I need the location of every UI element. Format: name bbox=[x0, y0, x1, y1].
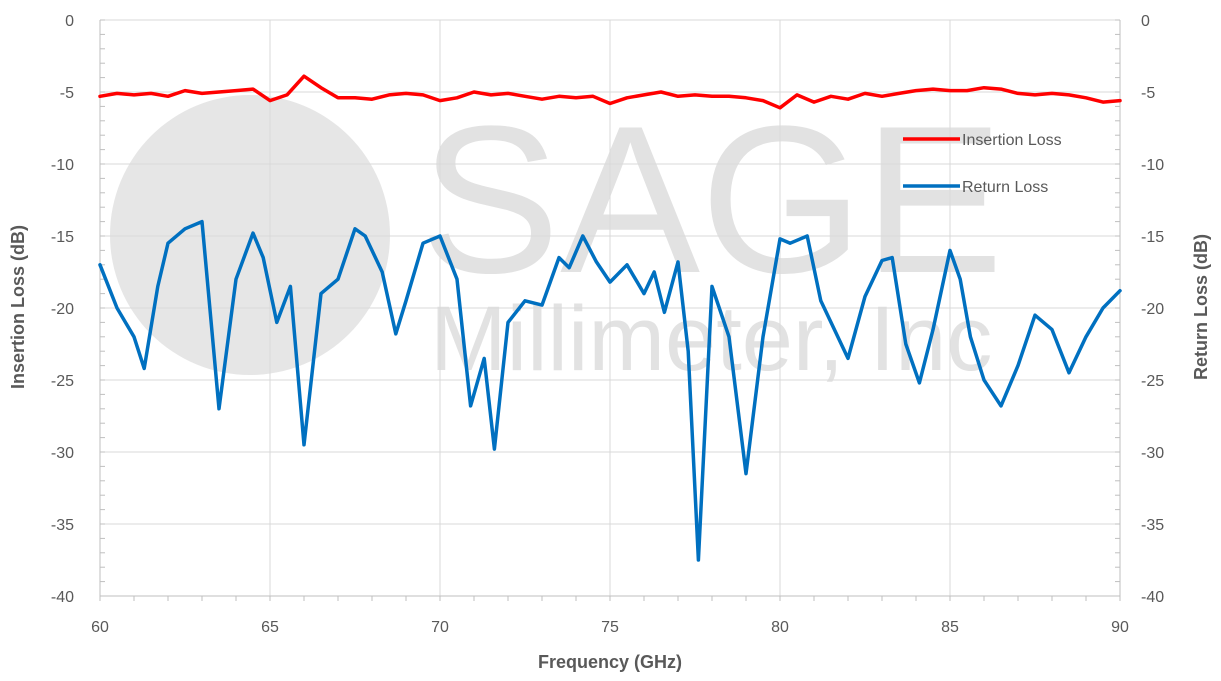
y-tick-label: 0 bbox=[65, 13, 74, 30]
y2-tick-label: -30 bbox=[1141, 445, 1164, 462]
y2-tick-label: -20 bbox=[1141, 301, 1164, 318]
series-line-return-loss bbox=[98, 219, 1122, 562]
y2-tick-label: 0 bbox=[1141, 13, 1150, 30]
series-layer bbox=[98, 74, 1122, 562]
series-line-insertion-loss bbox=[98, 74, 1122, 110]
x-axis-title: Frequency (GHz) bbox=[538, 652, 682, 672]
x-tick-label: 65 bbox=[261, 619, 279, 636]
x-tick-label: 90 bbox=[1111, 619, 1129, 636]
y-tick-label: -30 bbox=[51, 445, 74, 462]
watermark-logo-circle bbox=[110, 95, 390, 375]
y-tick-label: -10 bbox=[51, 157, 74, 174]
watermark: SAGE Millimeter, Inc bbox=[110, 82, 1004, 390]
legend: Insertion Loss Return Loss bbox=[903, 132, 1062, 196]
y-tick-label: -25 bbox=[51, 373, 74, 390]
x-tick-label: 80 bbox=[771, 619, 789, 636]
x-tick-label: 60 bbox=[91, 619, 109, 636]
y2-tick-label: -25 bbox=[1141, 373, 1164, 390]
y2-tick-label: -40 bbox=[1141, 589, 1164, 606]
x-tick-label: 85 bbox=[941, 619, 959, 636]
watermark-main-text: SAGE bbox=[420, 82, 1004, 317]
y-tick-label: -40 bbox=[51, 589, 74, 606]
y-tick-label: -35 bbox=[51, 517, 74, 534]
y2-axis-title: Return Loss (dB) bbox=[1191, 234, 1211, 380]
y2-tick-label: -15 bbox=[1141, 229, 1164, 246]
y-tick-label: -5 bbox=[60, 85, 74, 102]
y2-tick-label: -35 bbox=[1141, 517, 1164, 534]
legend-label: Insertion Loss bbox=[962, 132, 1062, 149]
x-tick-label: 75 bbox=[601, 619, 619, 636]
y-tick-label: -20 bbox=[51, 301, 74, 318]
y-tick-label: -15 bbox=[51, 229, 74, 246]
y2-tick-label: -5 bbox=[1141, 85, 1155, 102]
x-tick-label: 70 bbox=[431, 619, 449, 636]
axes: 0 -5 -10 -15 -20 -25 -30 -35 -40 0 -5 -10 -15 -20 -25 -… bbox=[51, 13, 1164, 636]
y2-tick-label: -10 bbox=[1141, 157, 1164, 174]
legend-label: Return Loss bbox=[962, 179, 1048, 196]
y-axis-title: Insertion Loss (dB) bbox=[8, 225, 28, 389]
